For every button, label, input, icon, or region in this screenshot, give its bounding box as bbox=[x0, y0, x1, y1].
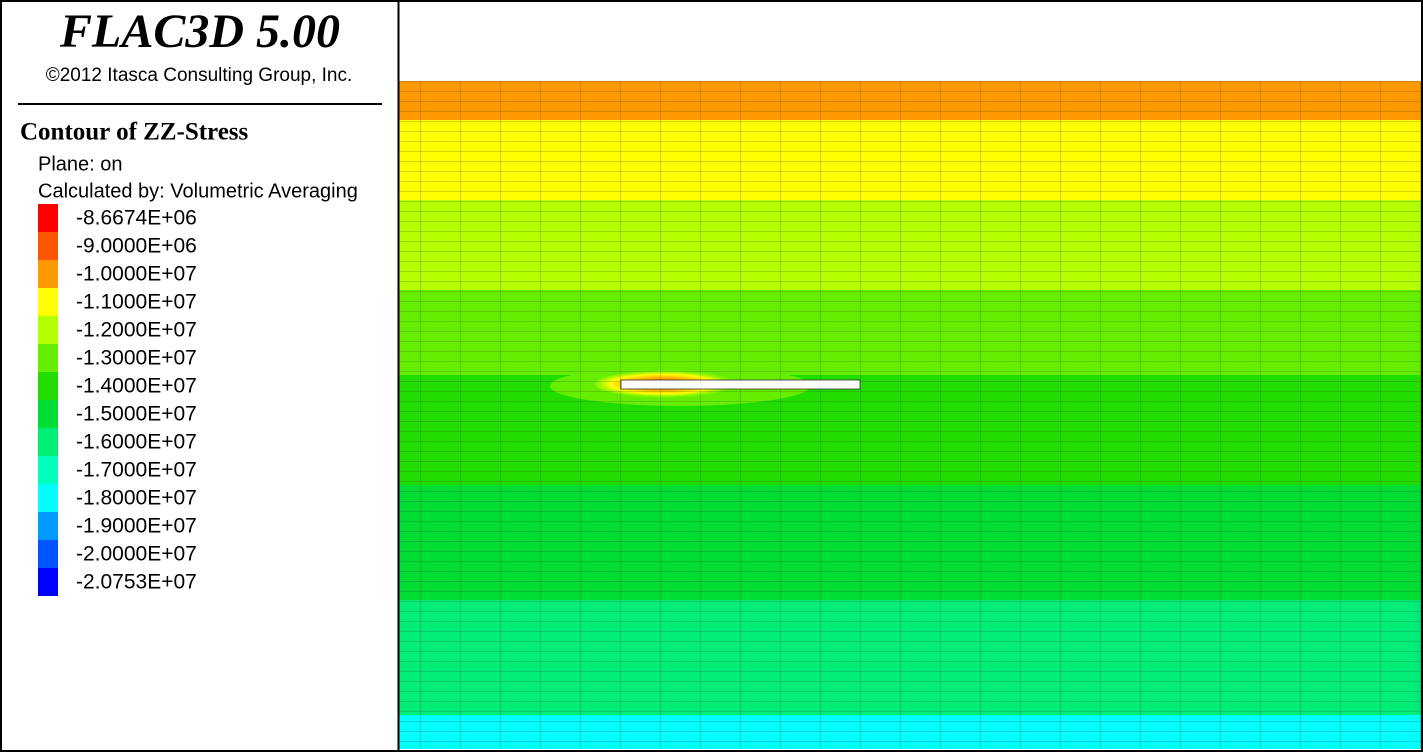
app-title: FLAC3D 5.00 bbox=[59, 5, 340, 58]
legend-swatch bbox=[38, 232, 58, 260]
legend-label: -1.4000E+07 bbox=[76, 375, 197, 398]
copyright: ©2012 Itasca Consulting Group, Inc. bbox=[46, 65, 353, 86]
legend: Plane: on Calculated by: Volumetric Avera… bbox=[38, 153, 358, 596]
legend-label: -1.0000E+07 bbox=[76, 263, 197, 286]
contour-plot bbox=[399, 81, 1421, 749]
legend-swatch bbox=[38, 372, 58, 400]
legend-label: -9.0000E+06 bbox=[76, 235, 197, 258]
legend-swatch bbox=[38, 484, 58, 512]
mesh bbox=[399, 81, 1421, 749]
legend-label: -1.9000E+07 bbox=[76, 515, 197, 538]
legend-swatch bbox=[38, 204, 58, 232]
legend-swatch bbox=[38, 288, 58, 316]
legend-swatch bbox=[38, 428, 58, 456]
legend-label: -1.2000E+07 bbox=[76, 319, 197, 342]
legend-swatch bbox=[38, 568, 58, 596]
legend-label: -2.0753E+07 bbox=[76, 571, 197, 594]
legend-swatch bbox=[38, 316, 58, 344]
legend-swatch bbox=[38, 400, 58, 428]
legend-swatch bbox=[38, 540, 58, 568]
legend-line: Plane: on bbox=[38, 153, 123, 175]
legend-line: Calculated by: Volumetric Averaging bbox=[38, 180, 358, 202]
legend-swatch bbox=[38, 456, 58, 484]
legend-title: Contour of ZZ-Stress bbox=[20, 119, 249, 146]
legend-label: -1.6000E+07 bbox=[76, 431, 197, 454]
legend-label: -1.8000E+07 bbox=[76, 487, 197, 510]
legend-label: -1.3000E+07 bbox=[76, 347, 197, 370]
legend-label: -1.1000E+07 bbox=[76, 291, 197, 314]
legend-label: -1.7000E+07 bbox=[76, 459, 197, 482]
legend-swatch bbox=[38, 512, 58, 540]
legend-label: -8.6674E+06 bbox=[76, 207, 197, 230]
legend-label: -2.0000E+07 bbox=[76, 543, 197, 566]
legend-swatch bbox=[38, 260, 58, 288]
legend-swatch bbox=[38, 344, 58, 372]
legend-label: -1.5000E+07 bbox=[76, 403, 197, 426]
excavation bbox=[620, 379, 861, 390]
